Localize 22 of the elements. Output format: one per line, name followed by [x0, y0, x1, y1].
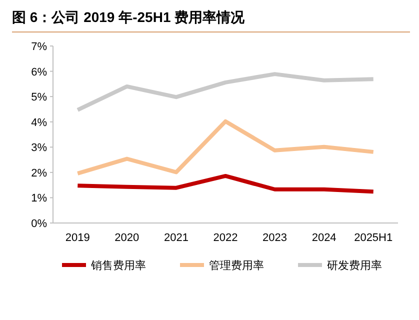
line-series — [76, 72, 376, 112]
x-tick-label: 2019 — [65, 232, 90, 244]
x-tick-label: 2024 — [312, 232, 336, 244]
y-tick-label: 5% — [31, 92, 48, 104]
y-tick-label: 4% — [31, 116, 48, 129]
y-tick-label: 7% — [31, 41, 48, 53]
x-tick-label: 2022 — [213, 232, 238, 244]
legend-label: 销售费用率 — [90, 259, 146, 272]
legend-label: 研发费用率 — [327, 259, 382, 272]
line-series — [76, 119, 376, 176]
x-tick-label: 2025H1 — [354, 232, 393, 244]
line-series — [76, 174, 376, 194]
y-tick-label: 3% — [31, 142, 48, 154]
y-tick-label: 6% — [31, 66, 48, 78]
x-tick-label: 2023 — [262, 232, 288, 244]
y-tick-label: 1% — [31, 192, 48, 205]
chart-title: 图 6：公司 2019 年-25H1 费用率情况 — [12, 9, 246, 25]
x-tick-label: 2021 — [164, 232, 188, 244]
y-tick-label: 2% — [31, 167, 48, 180]
legend-label: 管理费用率 — [209, 259, 264, 272]
x-tick-label: 2020 — [114, 232, 140, 244]
y-tick-label: 0% — [31, 218, 48, 230]
